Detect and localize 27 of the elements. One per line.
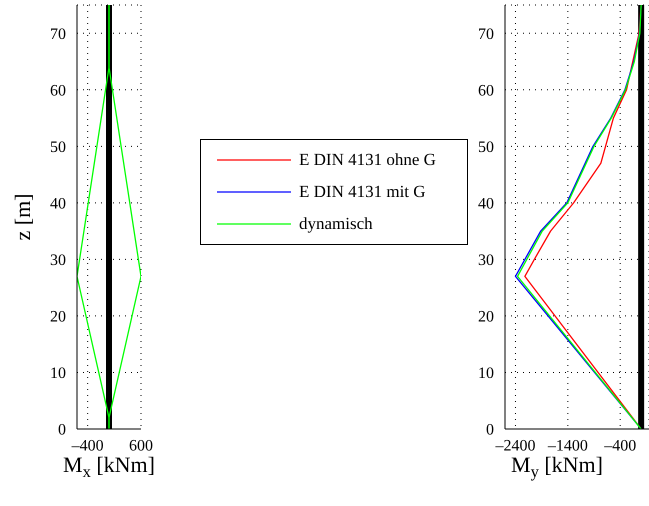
x-tick-label: –400 bbox=[603, 437, 636, 454]
y-tick-label: 60 bbox=[50, 82, 66, 100]
y-tick-label: 40 bbox=[50, 196, 66, 213]
y-tick-label: 20 bbox=[478, 308, 494, 326]
y-axis-title: z [m] bbox=[10, 193, 35, 241]
y-tick-label: 10 bbox=[50, 365, 66, 382]
y-tick-label: 50 bbox=[478, 139, 494, 156]
x-tick-label: 600 bbox=[129, 437, 153, 454]
y-tick-label: 70 bbox=[478, 26, 494, 43]
y-tick-label: 0 bbox=[486, 422, 494, 439]
x-axis-title: M$_{y}$ [kNm] bbox=[511, 452, 603, 482]
legend-label: E DIN 4131 ohne G bbox=[299, 150, 436, 170]
x-tick-label: –2400 bbox=[494, 437, 536, 454]
x-tick-label: –1400 bbox=[546, 437, 588, 454]
y-tick-label: 20 bbox=[50, 308, 66, 326]
y-tick-label: 30 bbox=[478, 252, 494, 270]
legend-label: dynamisch bbox=[299, 214, 373, 234]
y-tick-label: 30 bbox=[50, 252, 66, 270]
y-tick-label: 40 bbox=[478, 196, 494, 213]
y-tick-label: 70 bbox=[50, 26, 66, 43]
y-tick-label: 10 bbox=[478, 365, 494, 382]
x-axis-title: M$_{x}$ [kNm] bbox=[63, 452, 155, 482]
legend-label: E DIN 4131 mit G bbox=[299, 182, 426, 202]
y-tick-label: 50 bbox=[50, 139, 66, 156]
x-tick-label: –400 bbox=[70, 437, 104, 454]
y-tick-label: 60 bbox=[478, 82, 494, 100]
y-tick-label: 0 bbox=[58, 422, 66, 439]
